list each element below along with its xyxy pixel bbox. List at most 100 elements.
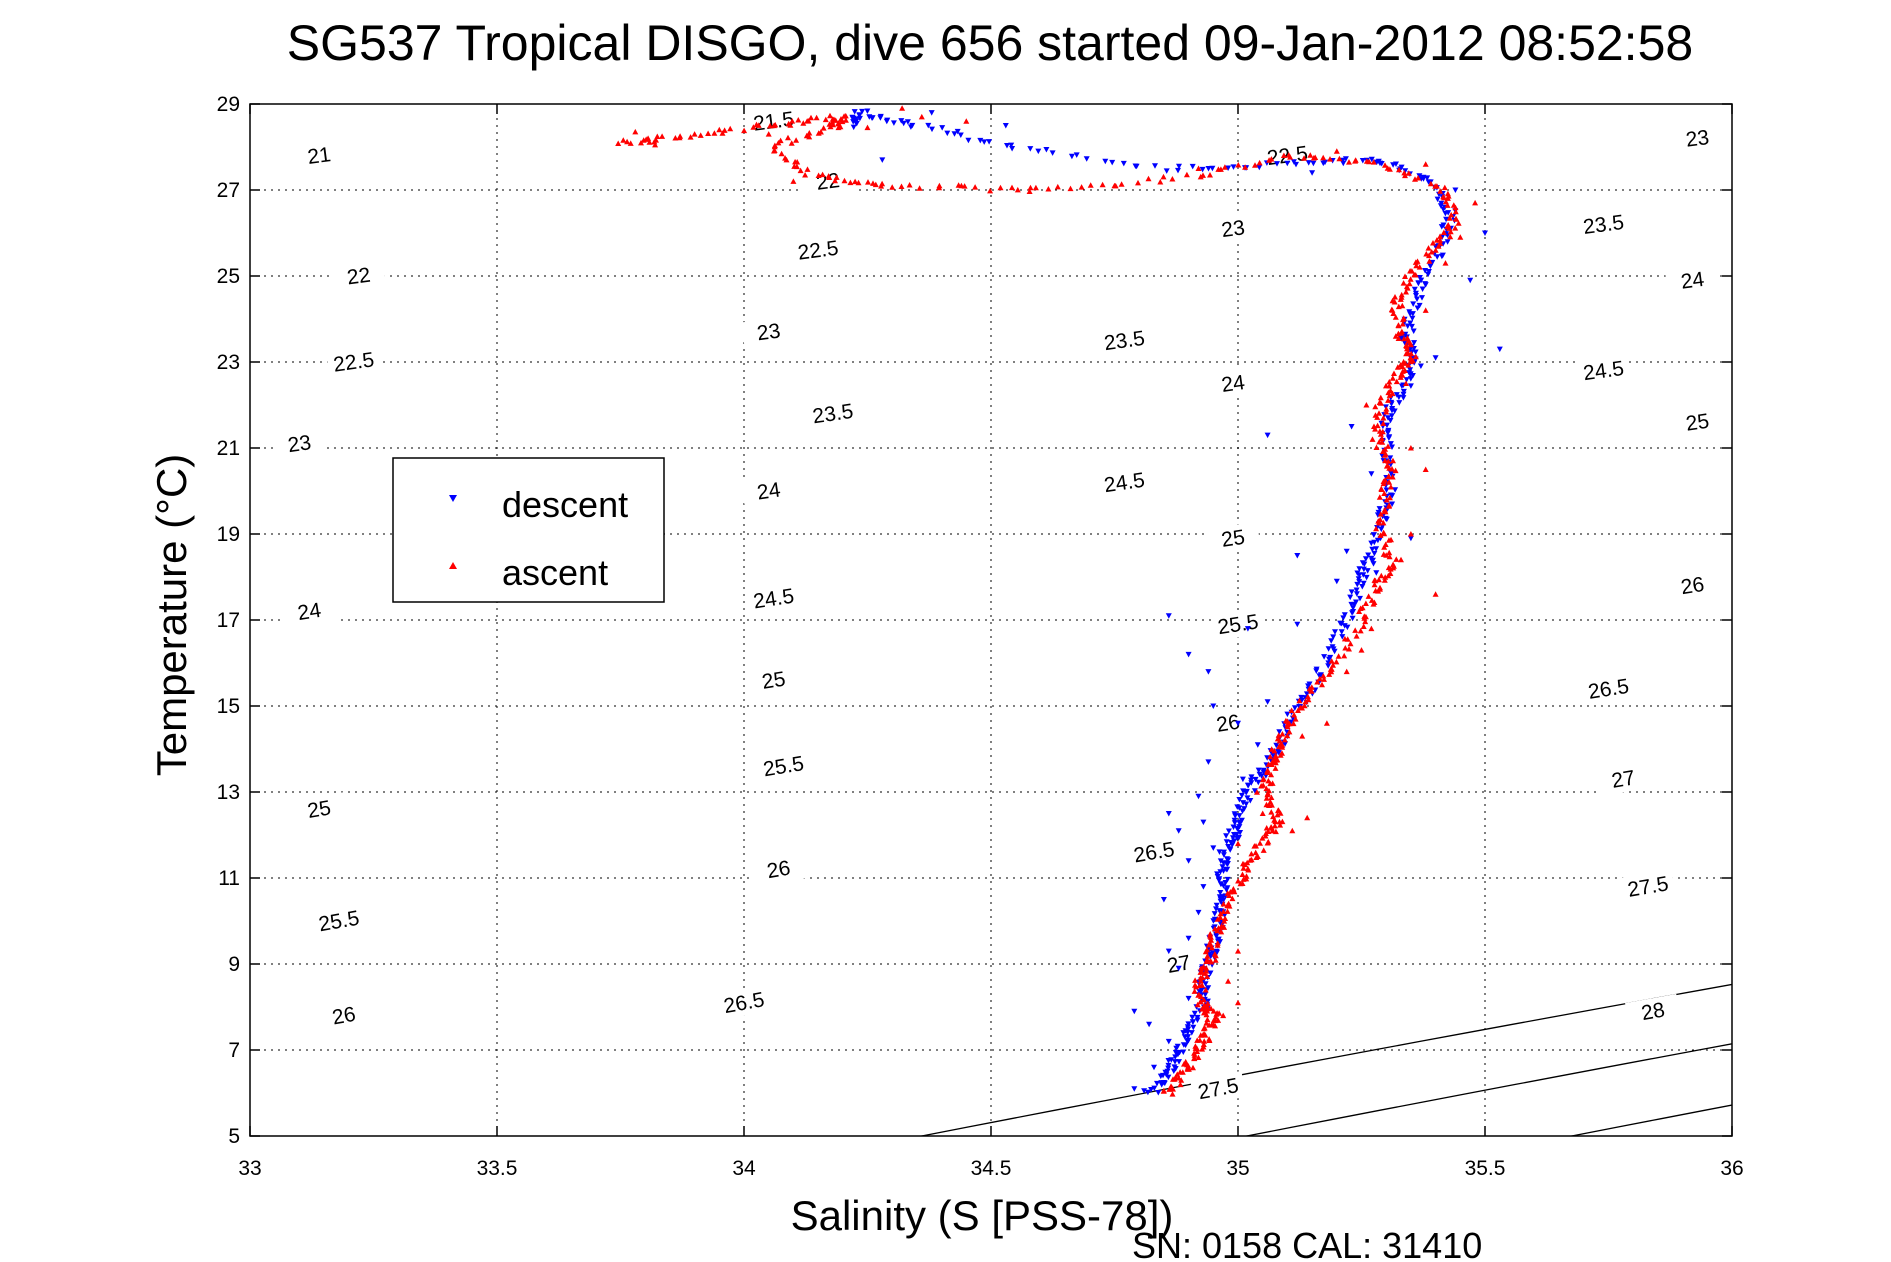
descent-point <box>1376 506 1383 512</box>
ascent-point <box>1452 225 1459 231</box>
contour-label: 24.5 <box>1582 357 1626 385</box>
descent-point <box>1365 552 1372 558</box>
ascent-point <box>1045 186 1052 192</box>
ascent-point <box>1267 753 1274 760</box>
descent-point <box>1350 609 1357 615</box>
ascent-point <box>1398 291 1405 298</box>
ascent-point <box>687 134 694 140</box>
ascent-point <box>1285 152 1292 158</box>
descent-point <box>1154 1080 1160 1087</box>
descent-point <box>1209 950 1216 956</box>
descent-point <box>1303 691 1310 697</box>
contour-label-mask <box>1664 568 1721 603</box>
descent-point <box>1327 654 1334 661</box>
ascent-point <box>1386 502 1393 508</box>
ascent-point <box>1198 968 1205 974</box>
descent-point <box>1211 911 1218 917</box>
ascent-point <box>1244 865 1251 872</box>
ascent-point <box>1067 185 1074 192</box>
ascent-point <box>1235 948 1241 954</box>
descent-point <box>1356 579 1363 585</box>
descent-point <box>1234 804 1241 810</box>
descent-point <box>1132 163 1139 169</box>
ascent-point <box>1383 406 1390 412</box>
contour-label: 25 <box>306 796 333 823</box>
contour-label-mask <box>1200 706 1256 741</box>
descent-point <box>1214 874 1221 880</box>
descent-point <box>859 108 866 115</box>
ascent-point <box>1214 940 1221 946</box>
ascent-point <box>1272 752 1279 759</box>
ascent-point <box>1207 941 1214 947</box>
descent-point <box>1216 908 1223 914</box>
ascent-point <box>1372 403 1379 410</box>
descent-point <box>1214 949 1220 956</box>
ascent-point <box>771 147 778 153</box>
descent-point <box>1339 157 1346 164</box>
descent-point <box>1238 792 1245 799</box>
ascent-point <box>889 184 896 190</box>
ascent-point <box>865 179 871 185</box>
descent-point <box>1176 1059 1182 1065</box>
ascent-point <box>819 171 826 178</box>
ascent-point <box>1453 215 1459 222</box>
ascent-point <box>1356 608 1363 614</box>
ascent-point <box>1218 928 1225 935</box>
descent-point <box>884 117 891 124</box>
contour-label-mask <box>1669 122 1725 155</box>
descent-point <box>1275 750 1282 756</box>
ascent-point <box>1320 673 1327 679</box>
ascent-point <box>1267 799 1274 805</box>
descent-point <box>1415 280 1422 286</box>
descent-point <box>1432 355 1439 361</box>
ascent-point <box>1207 172 1213 178</box>
descent-point <box>1313 666 1320 673</box>
ascent-point <box>1386 378 1393 385</box>
descent-point <box>1185 858 1192 864</box>
ascent-point <box>1386 553 1393 560</box>
descent-point <box>1223 839 1230 845</box>
ascent-point <box>1383 382 1389 389</box>
contour-label-mask <box>315 998 372 1034</box>
contour-label: 23 <box>756 319 782 345</box>
ascent-point <box>1199 974 1206 980</box>
descent-point <box>1273 742 1280 749</box>
ascent-point <box>1184 1061 1191 1068</box>
ascent-point <box>1182 1058 1189 1065</box>
ascent-point <box>1307 152 1314 158</box>
descent-point <box>1355 576 1362 582</box>
ascent-point <box>826 121 833 127</box>
ascent-point <box>1380 551 1387 557</box>
descent-point <box>1467 277 1474 284</box>
ascent-point <box>1352 627 1359 633</box>
descent-point <box>1236 824 1243 830</box>
ascent-point <box>1217 910 1224 917</box>
ascent-point <box>1272 765 1279 771</box>
ascent-point <box>804 118 811 124</box>
contour-label-mask <box>1580 671 1637 706</box>
descent-point <box>1359 158 1366 164</box>
descent-point <box>1238 817 1245 824</box>
ascent-point <box>1400 358 1407 365</box>
descent-point <box>1171 1064 1178 1070</box>
legend-box <box>392 457 665 603</box>
descent-point <box>1035 148 1042 155</box>
descent-point <box>1165 811 1172 817</box>
ascent-point <box>1118 181 1125 187</box>
ascent-point <box>1271 822 1278 829</box>
ascent-point <box>1357 627 1364 634</box>
ascent-point <box>1284 732 1291 739</box>
descent-point <box>1410 301 1417 307</box>
ascent-point <box>1379 428 1386 435</box>
descent-point <box>1225 165 1232 171</box>
ascent-point <box>1263 785 1270 792</box>
descent-point <box>1248 774 1255 780</box>
ascent-point <box>1403 380 1409 386</box>
descent-point <box>898 118 905 124</box>
contour-label-mask <box>741 474 797 508</box>
descent-point <box>1185 935 1192 942</box>
descent-point <box>1251 788 1258 794</box>
contour-label-mask <box>1205 212 1261 245</box>
descent-point <box>1347 594 1354 601</box>
ascent-point <box>1442 260 1449 266</box>
